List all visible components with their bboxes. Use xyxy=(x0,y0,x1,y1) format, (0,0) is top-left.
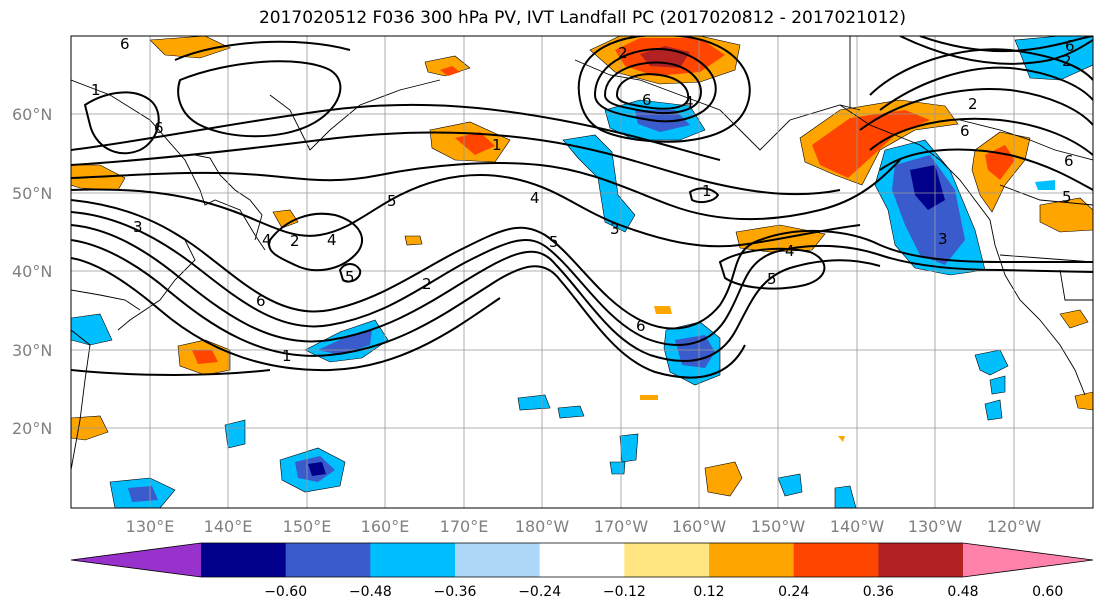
lon-label: 140°E xyxy=(204,517,253,536)
lat-label: 50°N xyxy=(12,184,52,203)
colorbar: −0.60 −0.48 −0.36 −0.24 −0.12 0.12 0.24 0.36 0.4… xyxy=(70,542,1094,600)
map-title: 2017020512 F036 300 hPa PV, IVT Landfall… xyxy=(258,8,906,28)
lon-label: 160°E xyxy=(361,517,410,536)
lon-label: 130°E xyxy=(126,517,175,536)
contour-label: 2 xyxy=(968,95,978,113)
contour-label: 2 xyxy=(290,232,300,250)
latitude-axis: 60°N 50°N 40°N 30°N 20°N xyxy=(12,105,52,438)
colorbar-segment xyxy=(455,543,541,577)
colorbar-segment xyxy=(878,543,964,577)
contour-label: 6 xyxy=(120,35,130,53)
colorbar-tick-label: 0.24 xyxy=(778,584,809,600)
lon-label: 160°W xyxy=(672,517,727,536)
contour-label: 1 xyxy=(282,347,292,365)
coastlines xyxy=(71,36,1093,471)
contour-label: 6 xyxy=(636,317,646,335)
contour-label: 6 xyxy=(1065,37,1075,55)
contour-label: 1 xyxy=(492,136,502,154)
contour-label: 2 xyxy=(1062,52,1072,70)
contour-label: 1 xyxy=(702,182,712,200)
colorbar-tick-label: 0.48 xyxy=(947,584,978,600)
lat-label: 40°N xyxy=(12,262,52,281)
lat-label: 60°N xyxy=(12,105,52,124)
colorbar-segment xyxy=(793,543,879,577)
contour-label: 6 xyxy=(154,119,164,137)
contour-label: 4 xyxy=(327,231,337,249)
contour-label: 5 xyxy=(767,270,777,288)
contour-label: 5 xyxy=(345,268,355,286)
contour-label: 2 xyxy=(1062,21,1072,39)
colorbar-tick-label: −0.48 xyxy=(349,584,392,600)
colorbar-tick-label: 0.12 xyxy=(693,584,724,600)
colorbar-tick-label: −0.12 xyxy=(603,584,646,600)
lat-label: 20°N xyxy=(12,419,52,438)
contour-label: 6 xyxy=(642,91,652,109)
contour-label: 2 xyxy=(422,275,432,293)
colorbar-tick-label: 0.36 xyxy=(863,584,894,600)
contour-label: 1 xyxy=(91,81,101,99)
contour-label: 4 xyxy=(530,189,540,207)
lon-label: 140°W xyxy=(830,517,885,536)
colorbar-extend-max xyxy=(963,543,1093,577)
contour-label: 4 xyxy=(262,231,272,249)
lon-label: 170°E xyxy=(440,517,489,536)
contour-label: 4 xyxy=(684,93,694,111)
lon-label: 170°W xyxy=(594,517,649,536)
pv-anomaly-shading xyxy=(71,36,1093,508)
colorbar-extend-min xyxy=(71,543,201,577)
colorbar-segment xyxy=(370,543,456,577)
contour-label: 6 xyxy=(960,122,970,140)
contour-labels: 6 4 6 2 1 6 5 4 5 2 3 4 1 6 1 6 1 2 5 4 … xyxy=(91,21,1075,365)
lon-label: 120°W xyxy=(987,517,1042,536)
contour-label: 2 xyxy=(618,44,628,62)
contour-label: 6 xyxy=(256,292,266,310)
colorbar-segment xyxy=(201,543,287,577)
colorbar-segment xyxy=(539,543,625,577)
lon-label: 180°W xyxy=(515,517,570,536)
contour-label: 5 xyxy=(387,192,397,210)
contour-label: 3 xyxy=(133,218,143,236)
contour-label: 5 xyxy=(1062,188,1072,206)
contour-label: 3 xyxy=(610,220,620,238)
lon-label: 150°W xyxy=(751,517,806,536)
lat-label: 30°N xyxy=(12,341,52,360)
contour-label: 4 xyxy=(785,242,795,260)
colorbar-segment xyxy=(709,543,795,577)
colorbar-segment xyxy=(624,543,710,577)
longitude-axis: 130°E 140°E 150°E 160°E 170°E 180°W 170°… xyxy=(126,517,1042,536)
contour-label: 6 xyxy=(1064,152,1074,170)
colorbar-tick-label: −0.60 xyxy=(264,584,307,600)
contour-label: 3 xyxy=(938,230,948,248)
colorbar-tick-label: −0.24 xyxy=(518,584,561,600)
lon-label: 150°E xyxy=(283,517,332,536)
colorbar-outline xyxy=(70,542,1094,578)
pv-contours xyxy=(71,36,1093,379)
map-frame xyxy=(70,35,1094,509)
colorbar-tick-label: 0.60 xyxy=(1032,584,1063,600)
contour-label: 5 xyxy=(549,233,559,251)
lon-label: 130°W xyxy=(908,517,963,536)
colorbar-tick-label: −0.36 xyxy=(434,584,477,600)
colorbar-segment xyxy=(285,543,371,577)
